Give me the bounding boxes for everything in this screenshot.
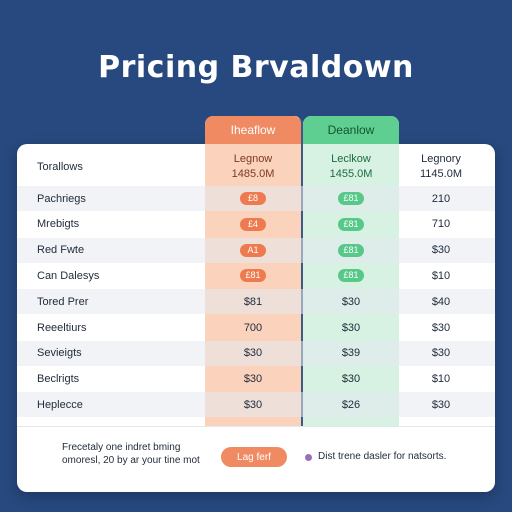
- value-badge: £81: [338, 269, 364, 283]
- subheader-label: Torallows: [37, 160, 83, 173]
- footer-text-line: Frecetaly one indret bming: [62, 442, 181, 453]
- table-row: Heplecce $30 $26 $30: [17, 392, 495, 418]
- plan-header-green[interactable]: Deanlow: [303, 116, 399, 144]
- table-cell: £4: [205, 212, 301, 237]
- value-badge: £81: [338, 217, 364, 231]
- row-label: Tored Prer: [37, 295, 89, 308]
- table-cell: $30: [341, 295, 361, 308]
- plan-price-plain: Legnory 1145.0M: [401, 150, 481, 184]
- table-row: Sevieigts $30 $39 $30: [17, 340, 495, 366]
- table-cell: $30: [431, 347, 451, 360]
- row-label: Pachriegs: [37, 192, 86, 205]
- plan-price: 1145.0M: [420, 168, 462, 180]
- bullet-dot-icon: [305, 454, 312, 461]
- table-cell: $10: [431, 373, 451, 386]
- table-cell: 210: [431, 192, 451, 205]
- table-cell: $30: [431, 244, 451, 257]
- value-badge: £4: [240, 217, 266, 231]
- row-label: Heplecce: [37, 398, 83, 411]
- table-cell: £81: [303, 186, 399, 211]
- table-row: Mrebigts £4 £81 710: [17, 212, 495, 237]
- row-label: Sevieigts: [37, 347, 82, 360]
- plan-name: Legnory: [421, 153, 461, 165]
- row-label: Mrebigts: [37, 218, 80, 231]
- row-label: Reeeltiurs: [37, 321, 87, 334]
- table-subheader-row: Torallows Legnow 1485.0M Leclkow 1455.0M…: [17, 150, 495, 184]
- table-cell: $30: [243, 398, 263, 411]
- row-label: Red Fwte: [37, 244, 85, 257]
- table-cell: £81: [205, 263, 301, 288]
- table-row: Reeeltiurs 700 $30 $30: [17, 315, 495, 340]
- footer-note: Dist trene dasler for natsorts.: [318, 451, 447, 462]
- plan-header-orange[interactable]: Iheaflow: [205, 116, 301, 144]
- table-row: Can Dalesys £81 £81 $10: [17, 263, 495, 288]
- table-cell: £81: [303, 238, 399, 263]
- footer-divider: [17, 426, 495, 427]
- table-cell: £81: [303, 263, 399, 288]
- table-cell: $81: [243, 295, 263, 308]
- table-cell: A1: [205, 238, 301, 263]
- value-badge: £81: [338, 243, 364, 257]
- plan-name: Leclkow: [331, 153, 371, 165]
- table-cell: £8: [205, 186, 301, 211]
- table-cell: $30: [243, 347, 263, 360]
- table-cell: $30: [341, 373, 361, 386]
- plan-name: Legnow: [233, 153, 273, 165]
- table-cell: $40: [431, 295, 451, 308]
- row-label: Beclrigts: [37, 373, 80, 386]
- table-cell: £81: [303, 212, 399, 237]
- page-title: Pricing Brvaldown: [98, 50, 414, 85]
- value-badge: A1: [240, 243, 266, 257]
- row-label: Can Dalesys: [37, 269, 100, 282]
- footer-cta-button[interactable]: Lag ferf: [221, 447, 287, 467]
- table-row: Red Fwte A1 £81 $30: [17, 237, 495, 263]
- table-cell: $30: [341, 321, 361, 334]
- plan-price-orange: Legnow 1485.0M: [205, 150, 301, 184]
- plan-price-green: Leclkow 1455.0M: [303, 150, 399, 184]
- value-badge: £81: [338, 192, 364, 205]
- table-cell: 700: [243, 321, 263, 334]
- table-cell: $30: [431, 321, 451, 334]
- value-badge: £8: [240, 192, 266, 205]
- table-row: Tored Prer $81 $30 $40: [17, 289, 495, 315]
- plan-price: 1485.0M: [231, 168, 275, 180]
- table-cell: $26: [341, 398, 361, 411]
- footer-text: Frecetaly one indret bming omoresl, 20 b…: [62, 441, 212, 467]
- table-cell: $10: [431, 269, 451, 282]
- table-cell: $30: [243, 373, 263, 386]
- table-row: Pachriegs £8 £81 210: [17, 186, 495, 211]
- table-row: Beclrigts $30 $30 $10: [17, 367, 495, 392]
- table-cell: $30: [431, 398, 451, 411]
- footer-text-line: omoresl, 20 by ar your tine mot: [62, 455, 200, 466]
- value-badge: £81: [240, 269, 266, 283]
- plan-price: 1455.0M: [329, 168, 373, 180]
- table-cell: 710: [431, 218, 451, 231]
- table-cell: $39: [341, 347, 361, 360]
